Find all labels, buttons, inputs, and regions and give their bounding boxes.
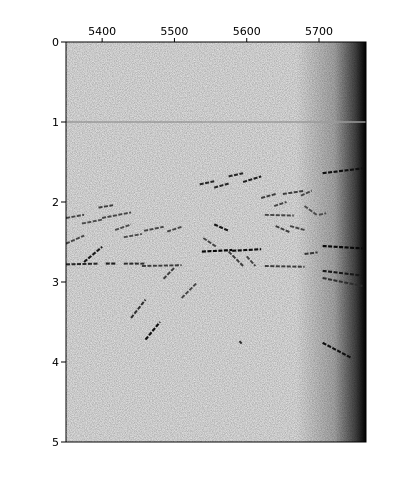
y-tick-label: 4 (52, 356, 59, 369)
event-segment-44 (238, 340, 243, 345)
event-segment-17 (180, 282, 197, 299)
event-segment-22 (201, 248, 233, 253)
event-segment-42 (322, 277, 363, 287)
event-segment-2 (98, 204, 114, 209)
y-tick-label: 3 (52, 276, 59, 289)
event-segment-33 (303, 205, 319, 217)
event-segment-36 (264, 265, 305, 268)
event-segment-19 (213, 182, 229, 189)
event-segment-5 (66, 234, 85, 245)
x-tick-label: 5600 (233, 25, 261, 38)
event-segment-14 (130, 298, 147, 319)
event-segments (66, 167, 363, 359)
plot-area (65, 41, 367, 443)
event-segment-38 (318, 212, 327, 216)
event-segment-40 (322, 244, 363, 250)
event-segment-18 (199, 180, 215, 186)
event-segment-20 (228, 172, 244, 178)
event-segment-1 (81, 218, 103, 225)
event-segment-21 (242, 175, 262, 183)
x-tick-label: 5500 (160, 25, 188, 38)
event-segment-12 (166, 225, 182, 233)
x-tick-label: 5700 (305, 25, 333, 38)
event-segment-4 (114, 223, 132, 231)
y-tick-label: 5 (52, 436, 59, 449)
event-segment-25 (202, 237, 217, 248)
event-segment-11 (143, 225, 164, 232)
plot-frame (65, 41, 367, 443)
event-segment-27 (246, 255, 257, 267)
event-segment-24 (213, 223, 230, 232)
edge-darkening (296, 42, 366, 442)
y-tick-label: 0 (52, 36, 59, 49)
event-segment-31 (300, 189, 313, 197)
event-segment-34 (275, 225, 291, 234)
x-axis: 5400 5500 5600 5700 (88, 25, 333, 42)
event-segment-15 (144, 321, 161, 341)
event-segment-0 (66, 213, 85, 219)
event-segment-26 (227, 250, 244, 267)
event-segment-41 (322, 269, 363, 277)
event-segment-23 (232, 248, 262, 252)
x-tick-label: 5400 (88, 25, 116, 38)
event-segment-10 (123, 233, 143, 239)
event-segment-6 (83, 245, 103, 263)
y-tick-label: 2 (52, 196, 59, 209)
event-segment-3 (101, 211, 132, 219)
event-segment-30 (282, 189, 305, 195)
y-axis: 0 1 2 3 4 5 (52, 36, 66, 449)
event-segment-35 (289, 225, 305, 231)
event-segment-29 (273, 201, 287, 207)
event-segment-39 (322, 167, 363, 175)
event-segment-13 (141, 264, 182, 267)
event-segment-28 (260, 193, 276, 199)
event-segment-16 (162, 266, 176, 280)
event-segment-32 (264, 213, 294, 217)
event-segment-37 (304, 251, 318, 255)
y-tick-label: 1 (52, 116, 59, 129)
